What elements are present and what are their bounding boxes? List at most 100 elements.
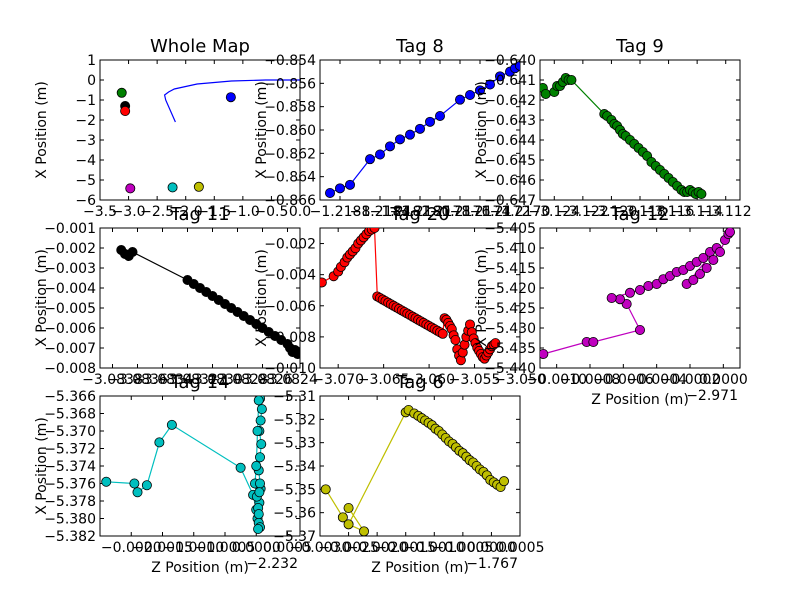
subplot-4: −3.0838−3.0836−3.0834−3.0832−3.0830−3.08… xyxy=(34,204,318,388)
data-point xyxy=(256,439,267,450)
data-point xyxy=(334,183,345,194)
plot-area xyxy=(320,404,509,536)
data-point xyxy=(225,92,236,103)
data-point xyxy=(588,336,599,347)
x-tick-label: −0.0030 xyxy=(290,540,351,556)
x-tick-label: −3.0836 xyxy=(107,372,168,388)
x-tick-label: −3.0832 xyxy=(157,372,218,388)
y-tick-label: −0.864 xyxy=(264,170,316,186)
y-axis-label: X Position (m) xyxy=(34,417,50,515)
data-point xyxy=(404,129,415,140)
subplot-1: −3.5−3.0−2.5−2.0−1.5−1.0−0.5 0.0 1 0 −1 −2 −3 −… xyxy=(34,36,311,220)
subplot-title: Tag 12 xyxy=(609,204,669,225)
x-tick-label: −1.2178 xyxy=(410,204,471,220)
subplot-6: −0.0010−0.0008−0.0006−0.0004−0.00020.000… xyxy=(474,204,748,408)
y-tick-label: 1 xyxy=(87,53,96,69)
data-point xyxy=(127,246,138,257)
y-tick-label: −5.35 xyxy=(273,482,316,498)
data-point xyxy=(167,182,178,193)
subplot-title: Tag 20 xyxy=(389,204,449,225)
x-tick-label: −0.0002 xyxy=(660,372,721,388)
data-point xyxy=(132,487,143,498)
y-tick-label: −5.34 xyxy=(273,459,316,475)
x-tick-label: −3.118 xyxy=(614,204,666,220)
data-point xyxy=(254,478,265,489)
plot-area xyxy=(540,73,707,199)
data-point xyxy=(615,294,626,305)
data-point xyxy=(125,183,136,194)
data-point xyxy=(253,396,264,406)
data-point xyxy=(540,89,551,100)
x-tick-label: 0.0 xyxy=(289,204,311,220)
x-tick-label: −1.2172 xyxy=(470,204,531,220)
data-point xyxy=(695,268,706,279)
plot-area xyxy=(116,244,300,359)
x-tick-label: −0.0010 xyxy=(163,540,224,556)
data-point xyxy=(464,90,475,101)
y-tick-label: −5.368 xyxy=(44,407,96,423)
plot-area xyxy=(324,60,520,198)
data-point xyxy=(625,287,636,298)
y-tick-label: −0.858 xyxy=(264,100,316,116)
y-tick-label: −5.370 xyxy=(44,424,96,440)
y-axis-label: X Position (m) xyxy=(474,81,490,179)
y-tick-label: −0.007 xyxy=(44,341,96,357)
subplot-5: −3.070−3.065−3.060−3.055−3.050 −0.002 −0.0… xyxy=(254,204,546,388)
y-tick-label: −0.002 xyxy=(264,237,316,253)
y-tick-label: 0 xyxy=(87,73,96,89)
y-tick-label: −5.33 xyxy=(273,436,316,452)
y-tick-label: −0.642 xyxy=(484,93,536,109)
x-tick-label: −0.0020 xyxy=(101,540,162,556)
y-tick-label: −5.380 xyxy=(44,512,96,528)
subplot-8: −0.0030−0.0025−0.0020−0.0015−0.0010−0.00… xyxy=(273,372,544,576)
x-tick-label: −3.0828 xyxy=(207,372,268,388)
x-tick-label: −3.116 xyxy=(643,204,695,220)
data-point xyxy=(359,526,369,536)
y-tick-label: −0.003 xyxy=(44,261,96,277)
data-point xyxy=(369,228,380,233)
data-point xyxy=(251,460,262,471)
y-tick-label: −5.420 xyxy=(484,281,536,297)
data-point xyxy=(708,254,719,265)
x-tick-label: −0.0008 xyxy=(560,372,621,388)
subplot-7: −0.0020−0.0015−0.0010−0.00050.00000.0005… xyxy=(34,372,312,576)
y-tick-label: −0.008 xyxy=(44,361,96,377)
x-tick-label: −3.0830 xyxy=(182,372,243,388)
y-tick-label: −0.004 xyxy=(264,268,316,284)
y-tick-label: −0.002 xyxy=(44,241,96,257)
data-point xyxy=(254,452,265,463)
data-point xyxy=(651,278,662,289)
data-point xyxy=(688,274,699,285)
data-point xyxy=(166,419,177,430)
subplot-3: −3.124−3.122−3.120−3.118−3.116−3.114−3.1… xyxy=(474,36,752,220)
x-tick-label: −0.0004 xyxy=(626,372,687,388)
x-axis-label: Z Position (m) xyxy=(591,392,689,408)
data-point xyxy=(343,519,354,530)
plot-area xyxy=(540,228,735,359)
x-tick-label: −2.5 xyxy=(140,204,174,220)
y-tick-label: −0.647 xyxy=(484,193,536,209)
x-tick-label: −0.5 xyxy=(254,204,288,220)
x-tick-label: −2.0 xyxy=(169,204,203,220)
x-tick-label: −3.5 xyxy=(83,204,117,220)
data-point xyxy=(474,85,485,96)
data-point xyxy=(193,181,204,192)
y-tick-label: −0.005 xyxy=(44,301,96,317)
y-tick-label: −5.415 xyxy=(484,261,536,277)
data-point xyxy=(566,75,577,86)
data-point xyxy=(414,123,425,134)
data-point xyxy=(256,404,267,415)
plot-area xyxy=(116,79,300,194)
y-tick-label: −5.31 xyxy=(273,389,316,405)
data-point xyxy=(698,252,709,263)
x-tick-label: −3.120 xyxy=(586,204,638,220)
data-point xyxy=(320,277,327,288)
data-point xyxy=(364,154,375,165)
y-tick-label: −5.37 xyxy=(273,529,316,545)
data-point xyxy=(635,284,646,295)
y-axis-label: X Position (m) xyxy=(34,249,50,347)
subplot-title: Tag 11 xyxy=(169,204,229,225)
y-tick-label: −0.866 xyxy=(264,193,316,209)
x-tick-label: −0.0025 xyxy=(318,540,379,556)
